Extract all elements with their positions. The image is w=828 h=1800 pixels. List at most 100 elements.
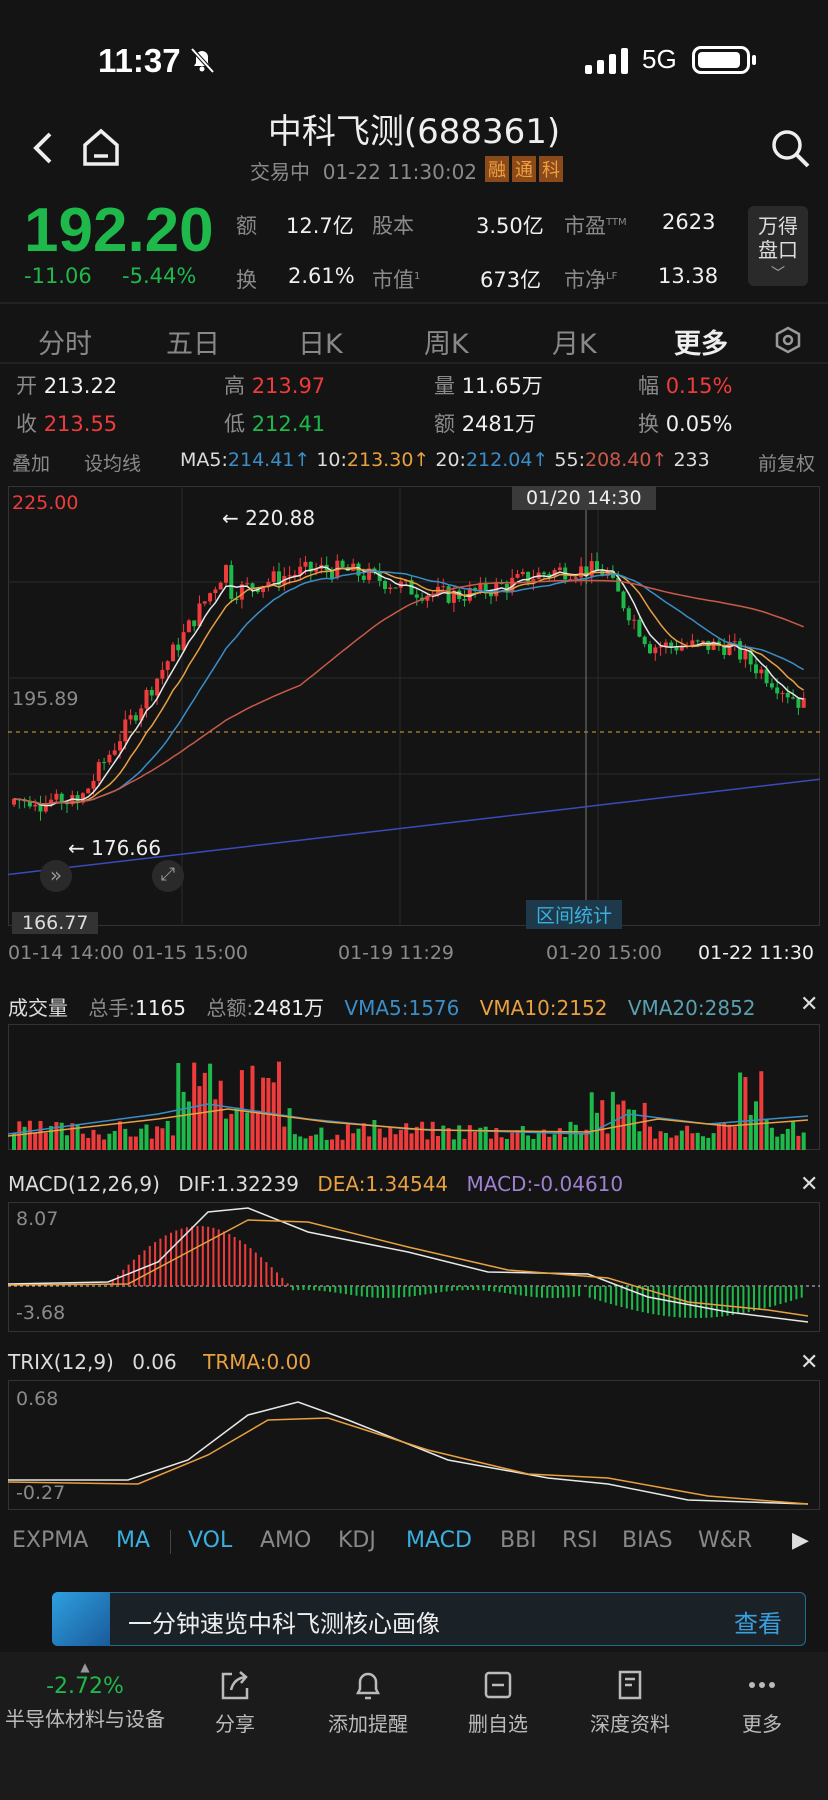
volume-bar [287,1108,292,1150]
candle-body [234,598,239,600]
battery-icon [692,46,750,74]
adjust-mode[interactable]: 前复权 [758,453,816,475]
candle-body [425,595,430,601]
candle-body [605,570,610,576]
stat-pe-value: 2623 [662,210,716,234]
candle-body [96,762,101,781]
volume-bar [149,1138,154,1150]
volume-bar [722,1122,727,1150]
settings-hex-icon[interactable] [774,326,802,354]
volume-bar [589,1092,594,1150]
candle-body [277,571,281,585]
kline-chart[interactable] [8,486,820,926]
deep-data-label: 深度资料 [590,1712,670,1736]
ind-macd[interactable]: MACD [406,1528,472,1553]
tab-dayk[interactable]: 日K [298,329,343,360]
banner-view-button[interactable]: 查看 [734,1610,782,1638]
overlay-button[interactable]: 叠加 [12,453,51,475]
ind-kdj[interactable]: KDJ [338,1528,376,1553]
remove-watchlist-button[interactable]: 删自选 [458,1668,538,1737]
volume-bar [504,1138,509,1150]
wind-orderbook-button[interactable]: 万得 盘口 ﹀ [748,206,808,286]
trix-legend: TRIX(12,9) 0.06 TRMA:0.00 [8,1350,312,1374]
ohlc-amt: 额 2481万 [434,412,537,436]
stat-pb-value: 13.38 [658,264,719,288]
ind-bbi[interactable]: BBI [500,1528,537,1553]
candle-body [75,795,80,803]
search-icon[interactable] [768,126,812,170]
tab-monthk[interactable]: 月K [552,329,597,360]
volume-bar [579,1132,584,1150]
range-stats-button[interactable]: 区间统计 [526,900,623,929]
share-label: 分享 [215,1712,255,1736]
close-trix-icon[interactable]: ✕ [800,1350,819,1375]
tab-more[interactable]: 更多 [674,329,728,360]
x-label: 01-20 15:00 [546,942,663,964]
add-alert-button[interactable]: 添加提醒 [318,1668,418,1737]
x-axis: 01-14 14:00 01-15 15:00 01-19 11:29 01-2… [8,942,820,968]
back-arrow-icon[interactable] [28,130,58,166]
volume-bar [780,1133,785,1150]
ind-amo[interactable]: AMO [260,1528,312,1553]
expand-icon[interactable]: ⤢ [152,860,184,892]
volume-bar [595,1112,599,1150]
ind-bias[interactable]: BIAS [622,1528,673,1553]
set-ma-button[interactable]: 设均线 [84,453,142,475]
candle-body [49,799,54,805]
volume-bar [494,1127,499,1150]
candle-body [298,566,303,575]
candle-body [785,692,790,698]
candle-body [33,804,38,807]
home-icon[interactable] [80,126,122,168]
close-volume-icon[interactable]: ✕ [800,992,819,1017]
candle-body [489,593,493,597]
ind-wr[interactable]: W&R [698,1528,753,1553]
chart-frame [8,1380,820,1510]
more-button[interactable]: 更多 [736,1668,788,1737]
candle-body [208,593,213,602]
candle-body [59,793,64,803]
volume-bar [133,1136,138,1150]
volume-bar [526,1135,531,1150]
candle-body [769,683,774,688]
share-button[interactable]: 分享 [198,1668,272,1737]
high-marker: ← 220.88 [222,506,316,530]
tab-5day[interactable]: 五日 [166,329,220,360]
play-icon[interactable]: ▶ [792,1528,809,1553]
volume-bar [732,1126,737,1150]
ind-rsi[interactable]: RSI [562,1528,598,1553]
candle-body [663,642,668,647]
tab-weekk[interactable]: 周K [424,329,469,360]
remove-watchlist-icon [484,1671,512,1699]
sector-info[interactable]: ▲ -2.72% 半导体材料与设备 [0,1660,170,1732]
volume-bar [531,1138,536,1150]
trading-status: 交易中 01-22 11:30:02 [250,156,477,185]
volume-bar [542,1129,546,1150]
divider [0,302,828,304]
candle-body [308,561,313,572]
battery-tip [752,55,756,65]
volume-bar [748,1114,753,1150]
deep-data-button[interactable]: 深度资料 [584,1668,676,1737]
candle-body [557,567,562,571]
tab-intraday[interactable]: 分时 [38,329,92,360]
ind-vol[interactable]: VOL [188,1528,233,1553]
volume-bar [160,1128,165,1150]
chevron-down-icon: ﹀ [771,266,785,282]
volume-bar [690,1133,695,1150]
ind-ma[interactable]: MA [116,1528,151,1553]
volume-bar [372,1120,377,1150]
ind-expma[interactable]: EXPMA [12,1528,89,1553]
volume-bar [669,1137,674,1150]
volume-bar [139,1128,144,1150]
fast-forward-icon[interactable]: » [40,860,72,892]
candle-body [748,650,753,665]
candle-body [531,579,536,583]
candle-body [674,646,679,651]
more-label: 更多 [742,1712,782,1736]
volume-bar [716,1122,721,1150]
candle-body [727,641,732,656]
profile-banner[interactable] [52,1592,806,1646]
volume-bar [642,1102,647,1150]
close-macd-icon[interactable]: ✕ [800,1172,819,1197]
